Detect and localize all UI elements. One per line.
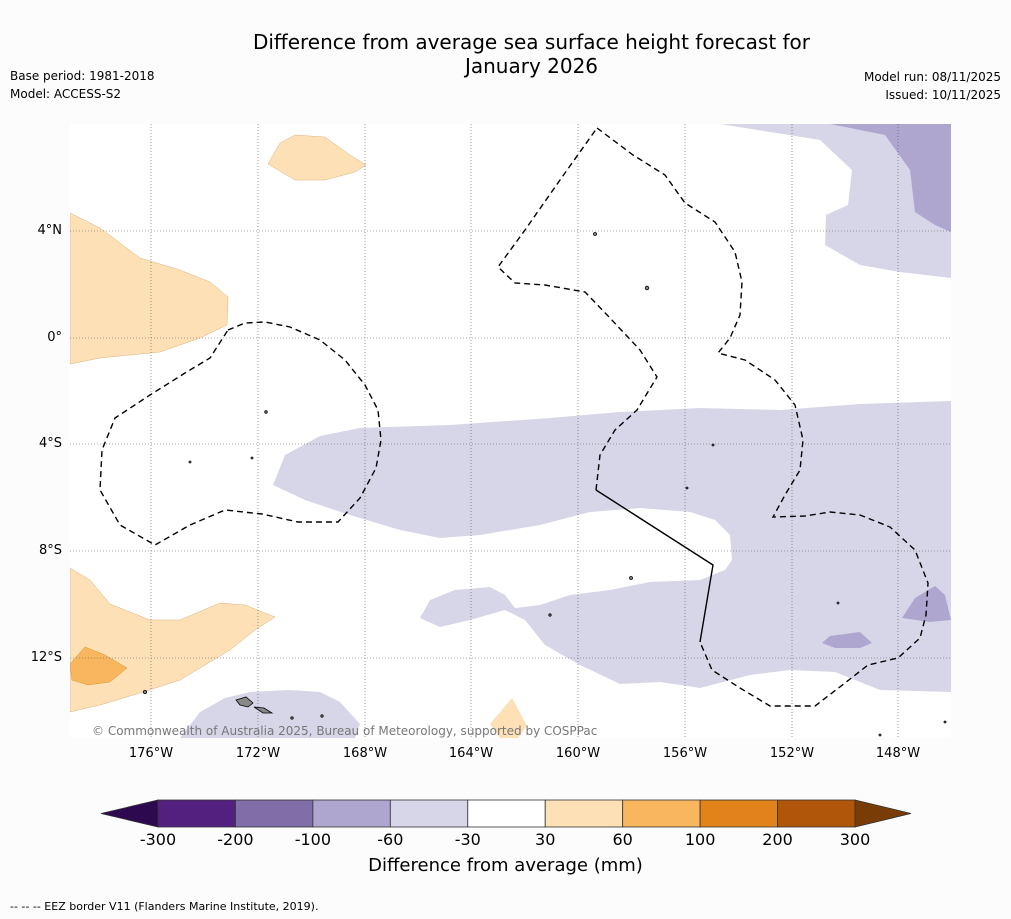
samoa-island-large [235,696,254,708]
colorbar-tick-label: -30 [454,830,481,849]
colorbar-tick-label: -60 [377,830,404,849]
colorbar-low-extend [100,799,159,828]
islands [142,232,947,737]
colorbar-segment [622,799,701,828]
lon-label-156w: 156°W [662,746,708,761]
island-dot [264,410,268,414]
strong-negative-anomaly-northeast [830,124,951,232]
positive-anomaly-south-small [490,698,527,738]
negative-anomaly-central-band [273,401,951,692]
negative-anomaly-south [180,690,360,738]
colorbar-segment [312,799,391,828]
colorbar-tick-label: -100 [294,830,332,849]
map-panel [70,124,951,738]
island-dot [593,232,597,236]
lat-label-4n: 4°N [37,223,63,238]
eez-footnote: -- -- -- EEZ border V11 (Flanders Marine… [10,900,319,913]
colorbar-segment [699,799,778,828]
samoa-island-small [253,706,274,714]
island-dot [629,576,633,580]
island-dot [878,733,882,737]
island-dot [320,714,324,718]
colorbar-segment [777,799,856,828]
colorbar-tick-label: 30 [535,830,556,849]
island-dot [548,613,552,617]
model-name: Model: ACCESS-S2 [10,87,122,101]
island-dot [943,720,947,724]
lat-label-0: 0° [47,330,62,345]
colorbar-segment [157,799,236,828]
moderate-positive-patch [70,646,128,686]
lon-label-164w: 164°W [448,746,494,761]
island-dot [644,285,650,291]
colorbar-segment [467,799,546,828]
copyright-notice: © Commonwealth of Australia 2025, Bureau… [92,724,598,738]
lon-label-160w: 160°W [555,746,601,761]
metadata-right: Model run: 08/11/2025 Issued: 10/11/2025 [864,68,1001,104]
negative-anomaly-northeast [720,124,951,278]
island-dot [711,443,715,447]
island-dot [142,690,147,695]
island-dot [290,716,294,720]
positive-anomaly-west [70,212,229,365]
lat-label-4s: 4°S [38,436,62,451]
colorbar-segment [389,799,469,828]
base-period: Base period: 1981-2018 [10,69,155,83]
island-dot [188,460,192,464]
metadata-left: Base period: 1981-2018 Model: ACCESS-S2 [10,67,155,103]
colorbar-tick-label: 100 [684,830,716,849]
colorbar-high-extend [854,799,912,828]
lat-label-8s: 8°S [38,543,62,558]
colorbar-segment [235,799,314,828]
eez-kiribati-line-islands [596,127,929,707]
island-dot [685,486,689,490]
lon-label-176w: 176°W [128,746,174,761]
island-dot [836,601,840,605]
title-line-1: Difference from average sea surface heig… [252,30,811,54]
eez-borders [99,127,929,707]
colorbar-tick-label: 200 [762,830,793,849]
lon-label-148w: 148°W [875,746,921,761]
boundary-line-solid [595,489,714,643]
title-line-2: January 2026 [464,54,599,78]
eez-tokelau [99,321,382,546]
colorbar-tick-label: 60 [612,830,633,849]
map-svg [70,124,951,738]
colorbar [100,799,912,828]
lon-label-152w: 152°W [769,746,815,761]
colorbar-title: Difference from average (mm) [368,855,643,876]
issued-date: Issued: 10/11/2025 [885,88,1001,102]
colorbar-tick-label: 300 [839,830,871,849]
positive-anomaly-north [267,134,367,181]
lat-label-12s: 12°S [30,650,62,665]
chart-title: Difference from average sea surface heig… [0,30,1011,78]
lon-label-168w: 168°W [342,746,388,761]
colorbar-tick-label: -200 [217,830,254,849]
model-run: Model run: 08/11/2025 [863,70,1001,84]
colorbar-segment [544,799,624,828]
positive-anomaly-southwest [70,567,276,713]
graticule [70,124,951,738]
colorbar-tick-label: -300 [139,830,177,849]
strong-negative-patch-center [822,632,872,648]
lon-label-172w: 172°W [235,746,281,761]
island-dot [250,456,254,460]
